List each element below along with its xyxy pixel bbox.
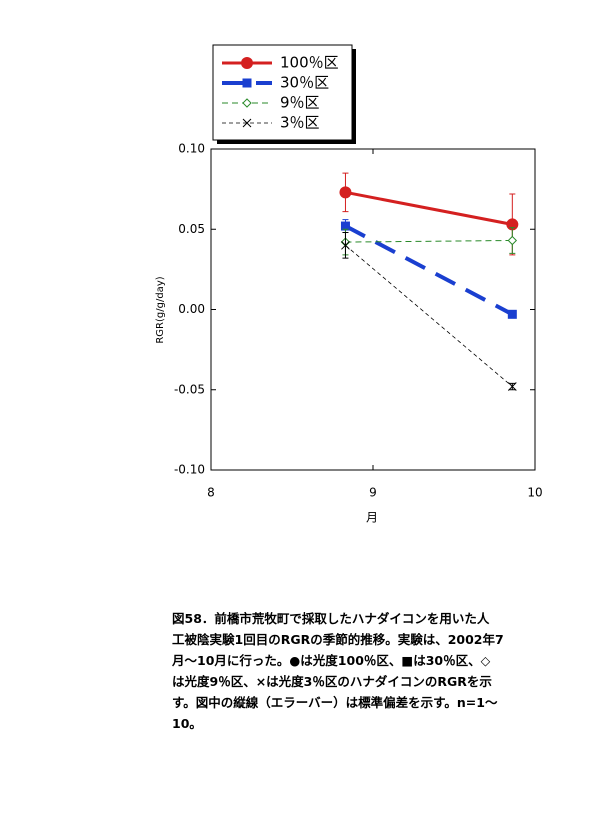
legend-marker bbox=[242, 78, 252, 88]
marker bbox=[507, 309, 517, 319]
caption-line: は光度9％区、×は光度3％区のハナダイコンのRGRを示 bbox=[172, 674, 492, 689]
legend-box bbox=[212, 44, 353, 141]
y-tick-label: 0.05 bbox=[178, 222, 205, 236]
legend-label: 30％区 bbox=[280, 74, 329, 92]
x-tick-label: 10 bbox=[527, 486, 542, 500]
series-line bbox=[344, 224, 514, 317]
legend-label: 9％区 bbox=[280, 94, 320, 112]
legend-label: 100％区 bbox=[280, 54, 339, 72]
legend-marker bbox=[241, 57, 253, 69]
legend-marker bbox=[242, 98, 252, 108]
marker bbox=[341, 240, 350, 250]
legend-marker bbox=[242, 118, 252, 128]
y-tick-label: -0.05 bbox=[174, 382, 205, 396]
marker bbox=[339, 186, 352, 199]
y-axis-label: RGR(g/g/day) bbox=[155, 276, 166, 343]
chart: 月 RGR(g/g/day) 0.10 0.05 0.00 -0.05 -0.108 9 1… bbox=[155, 44, 543, 525]
caption-line: 図58．前橋市荒牧町で採取したハナダイコンを用いた人 bbox=[172, 611, 490, 626]
y-tick-label: 0.10 bbox=[178, 142, 205, 156]
caption-line: 10。 bbox=[172, 716, 202, 731]
caption-line: 月～10月に行った。●は光度100％区、■は30％区、◇ bbox=[172, 653, 491, 668]
series-line bbox=[345, 190, 513, 226]
marker bbox=[340, 221, 350, 231]
x-tick-label: 9 bbox=[369, 486, 377, 500]
series-line bbox=[345, 239, 513, 243]
y-tick-label: 0.00 bbox=[178, 302, 205, 316]
caption: 図58．前橋市荒牧町で採取したハナダイコンを用いた人 工被陰実験1回目のRGRの季… bbox=[172, 608, 572, 734]
caption-line: 工被陰実験1回目のRGRの季節的推移。実験は、2002年7 bbox=[172, 632, 504, 647]
x-axis-label: 月 bbox=[366, 511, 378, 525]
x-tick-label: 8 bbox=[207, 486, 215, 500]
legend-label: 3％区 bbox=[280, 114, 320, 132]
marker bbox=[507, 235, 518, 246]
series-line bbox=[345, 244, 513, 387]
y-tick-label: -0.10 bbox=[174, 463, 205, 477]
marker bbox=[507, 382, 517, 391]
caption-line: す。図中の縦線（エラーバー）は標準偏差を示す。n=1～ bbox=[172, 695, 498, 710]
